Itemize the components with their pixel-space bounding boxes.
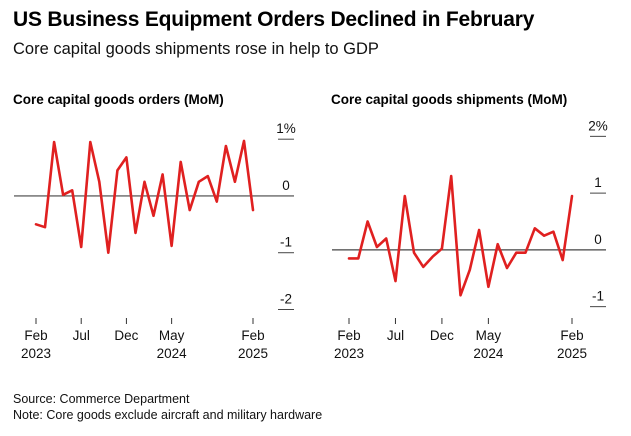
orders-point-16 (179, 161, 181, 163)
orders-point-13 (152, 215, 154, 217)
shipments-point-9 (431, 255, 433, 257)
orders-x-tick-year-0: 2023 (21, 346, 51, 361)
shipments-point-1 (357, 257, 359, 259)
shipments-point-22 (552, 231, 554, 233)
shipments-x-tick-year-4: 2025 (557, 346, 587, 361)
shipments-point-18 (515, 252, 517, 254)
orders-point-4 (71, 189, 73, 191)
shipments-point-20 (534, 227, 536, 229)
shipments-x-tick-label-3: May (476, 328, 502, 343)
shipments-panel-title: Core capital goods shipments (MoM) (331, 92, 568, 107)
shipments-point-4 (385, 237, 387, 239)
shipments-point-15 (487, 286, 489, 288)
shipments-point-10 (441, 248, 443, 250)
orders-point-21 (225, 145, 227, 147)
shipments-x-tick-label-2: Dec (430, 328, 454, 343)
orders-series-line (34, 139, 255, 254)
shipments-point-14 (478, 229, 480, 231)
shipments-x-tick-label-0: Feb (337, 328, 360, 343)
orders-point-6 (89, 141, 91, 143)
orders-point-24 (252, 209, 254, 211)
shipments-y-tick-label-3: -1 (592, 289, 604, 304)
shipments-point-12 (459, 294, 461, 296)
shipments-point-2 (366, 220, 368, 222)
shipments-point-19 (524, 252, 526, 254)
source-note: Source: Commerce Department (13, 392, 190, 406)
shipments-point-0 (348, 257, 350, 259)
shipments-point-13 (469, 269, 471, 271)
shipments-point-5 (394, 280, 396, 282)
orders-y-tick-label-2: -1 (280, 235, 292, 250)
orders-point-11 (134, 232, 136, 234)
orders-x-tick-label-4: Feb (241, 328, 264, 343)
orders-point-17 (189, 209, 191, 211)
orders-point-8 (107, 252, 109, 254)
orders-point-9 (116, 169, 118, 171)
orders-x-tick-year-4: 2025 (238, 346, 268, 361)
shipments-point-17 (506, 267, 508, 269)
footnote: Note: Core goods exclude aircraft and mi… (13, 408, 323, 422)
shipments-point-6 (404, 195, 406, 197)
orders-point-5 (80, 246, 82, 248)
shipments-x-tick-year-3: 2024 (473, 346, 504, 361)
shipments-point-21 (543, 234, 545, 236)
orders-point-19 (207, 175, 209, 177)
shipments-x-tick-label-1: Jul (387, 328, 404, 343)
shipments-point-11 (450, 175, 452, 177)
orders-point-23 (243, 140, 245, 142)
orders-x-tick-label-2: Dec (114, 328, 138, 343)
shipments-y-tick-label-0: 2% (588, 118, 608, 133)
shipments-x-tick-label-4: Feb (560, 328, 583, 343)
shipments-x-tick-year-0: 2023 (334, 346, 364, 361)
orders-point-7 (98, 181, 100, 183)
shipments-point-23 (562, 259, 564, 261)
orders-point-18 (198, 181, 200, 183)
orders-point-10 (125, 156, 127, 158)
orders-point-20 (216, 200, 218, 202)
shipments-point-3 (376, 246, 378, 248)
shipments-series-line (347, 174, 574, 297)
orders-panel-title: Core capital goods orders (MoM) (13, 92, 224, 107)
orders-y-tick-label-1: 0 (282, 178, 290, 193)
orders-point-3 (62, 194, 64, 196)
orders-point-15 (170, 245, 172, 247)
orders-point-22 (234, 181, 236, 183)
orders-point-0 (35, 223, 37, 225)
orders-y-tick-label-3: -2 (280, 291, 292, 306)
shipments-y-tick-label-2: 0 (594, 232, 602, 247)
orders-x-tick-label-0: Feb (24, 328, 47, 343)
orders-point-14 (161, 173, 163, 175)
orders-point-1 (44, 226, 46, 228)
orders-point-12 (143, 181, 145, 183)
shipments-point-24 (571, 195, 573, 197)
orders-y-tick-label-0: 1% (276, 121, 296, 136)
chart-subtitle: Core capital goods shipments rose in hel… (13, 40, 379, 58)
chart-title: US Business Equipment Orders Declined in… (13, 8, 535, 31)
orders-x-tick-label-1: Jul (73, 328, 90, 343)
orders-x-tick-label-3: May (159, 328, 185, 343)
shipments-point-8 (422, 266, 424, 268)
orders-x-tick-year-3: 2024 (157, 346, 188, 361)
shipments-y-tick-label-1: 1 (594, 175, 602, 190)
shipments-point-16 (496, 243, 498, 245)
shipments-point-7 (413, 252, 415, 254)
orders-point-2 (53, 141, 55, 143)
